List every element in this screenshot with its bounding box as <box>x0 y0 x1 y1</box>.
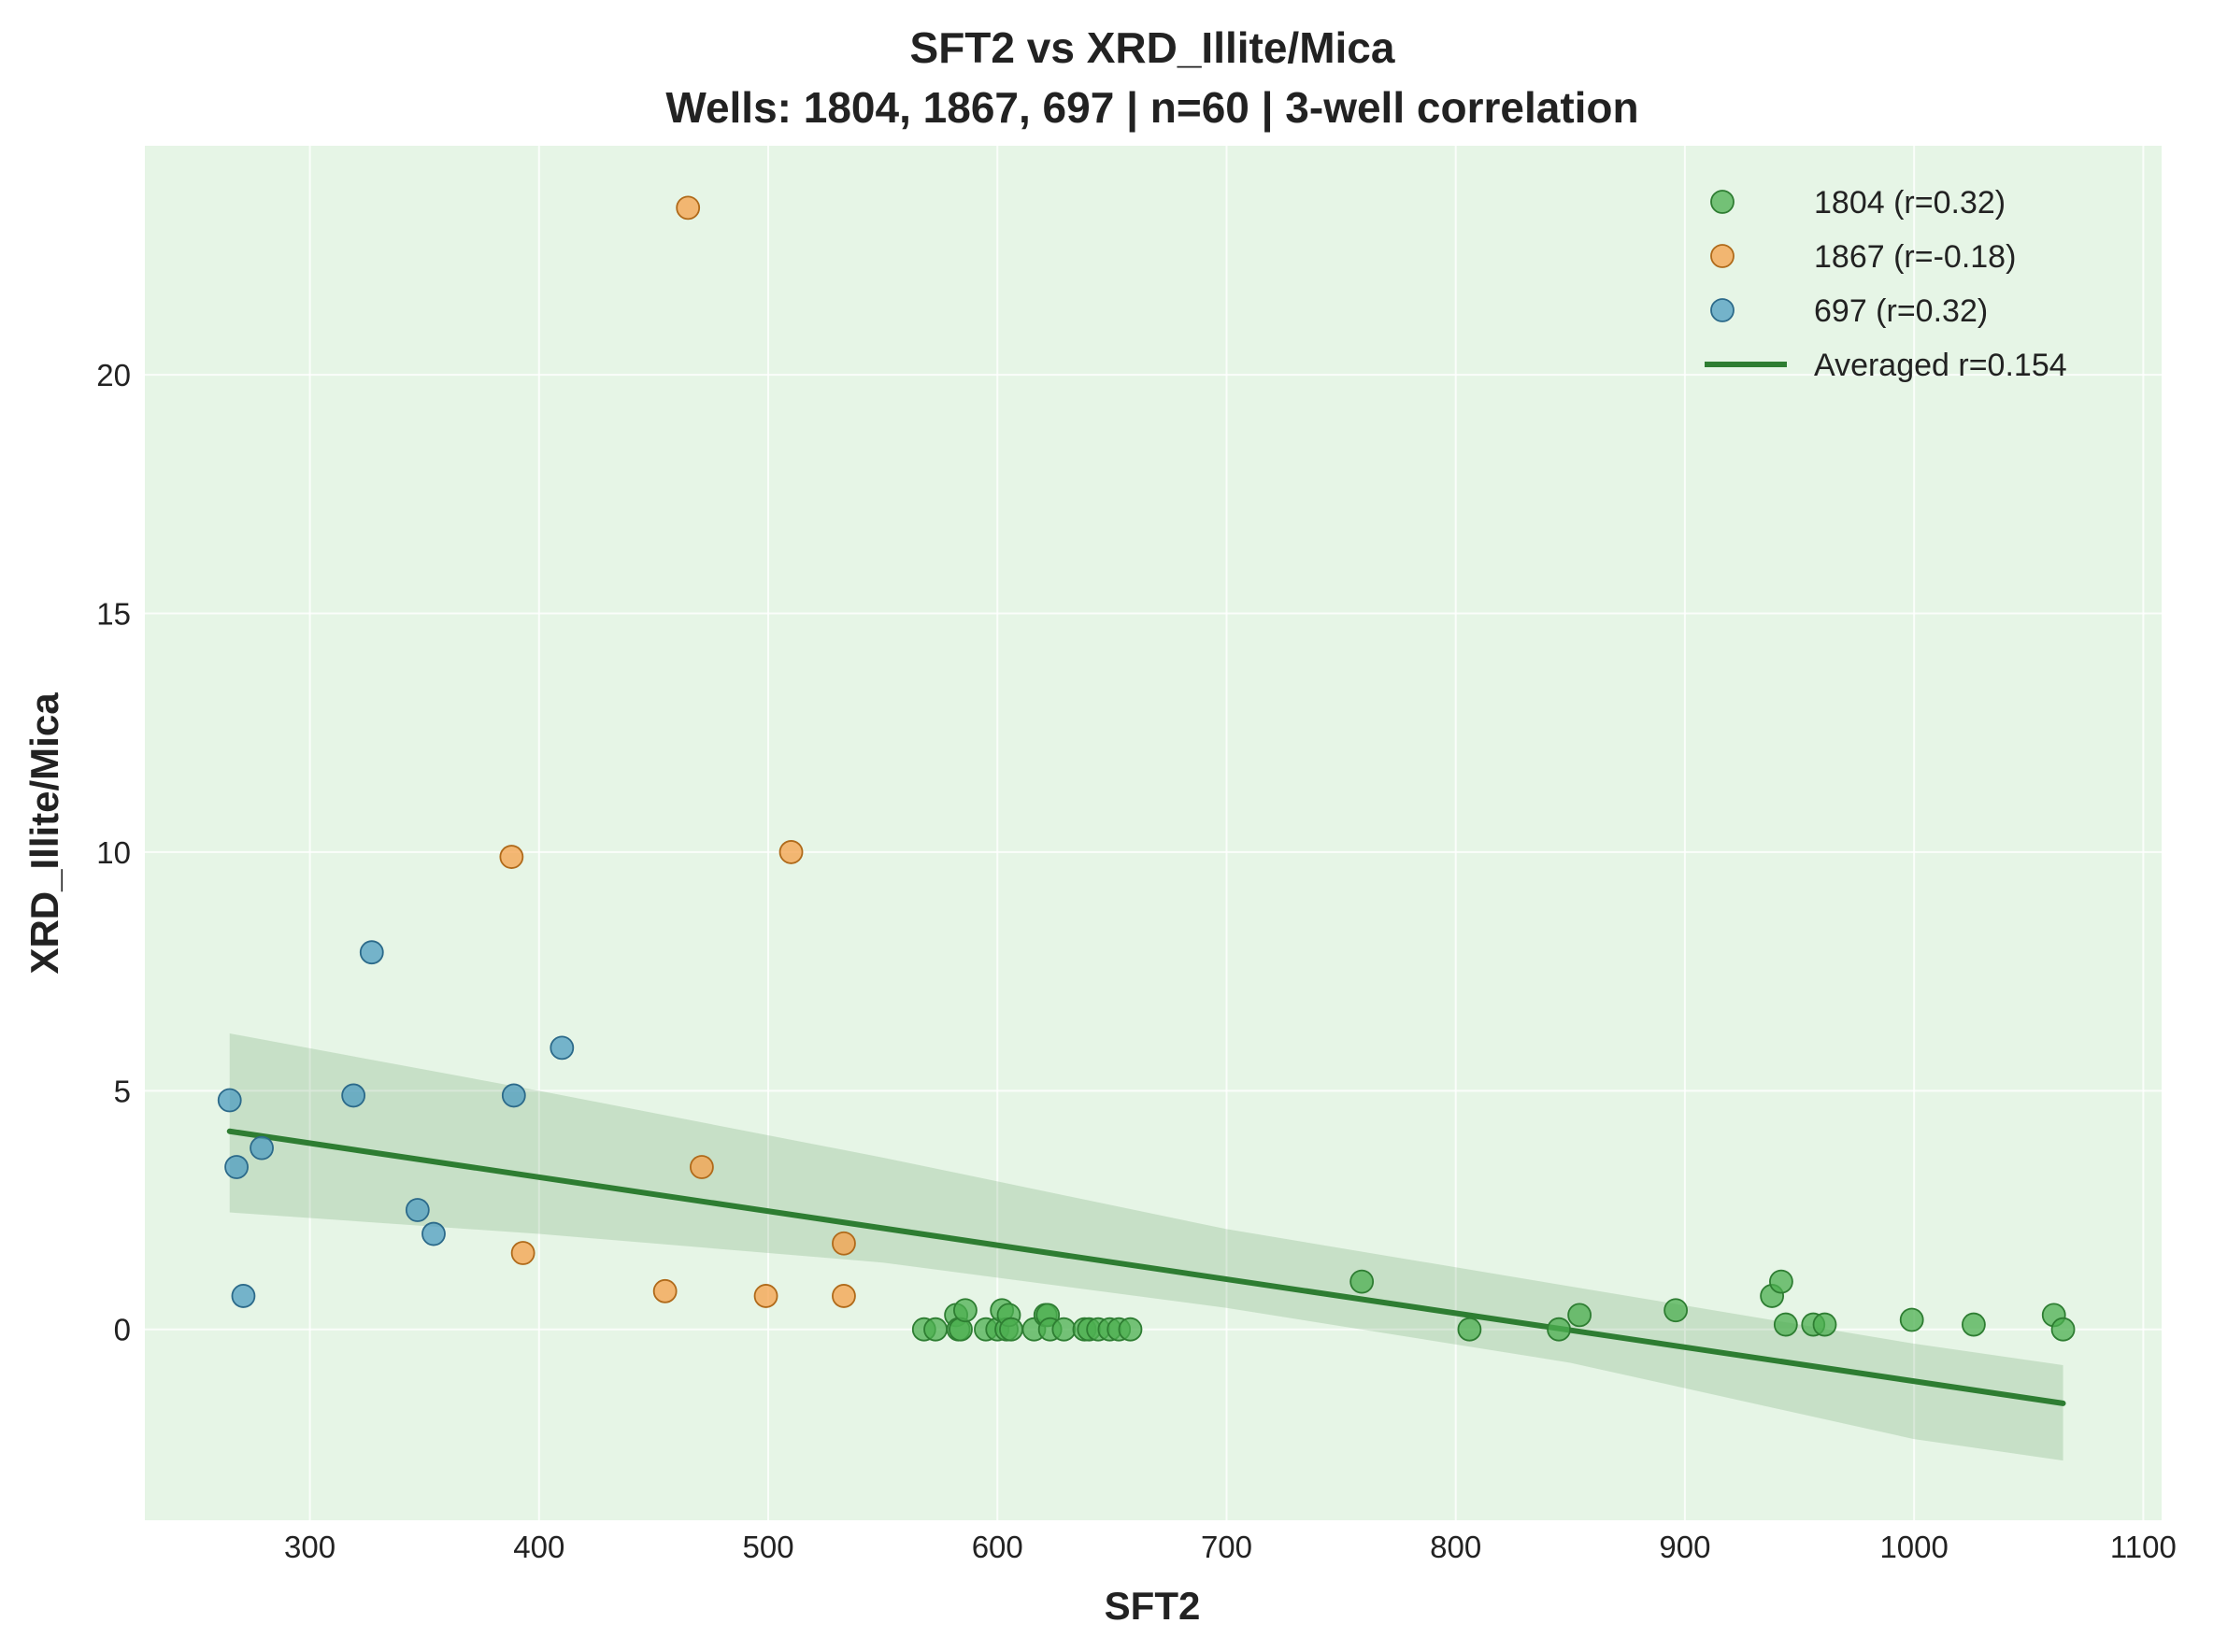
series-3-points <box>217 940 575 1308</box>
data-point <box>224 1155 249 1179</box>
legend-label: 1867 (r=-0.18) <box>1814 239 2016 275</box>
x-tick-label: 800 <box>1430 1530 1481 1564</box>
data-point <box>405 1198 430 1222</box>
data-point <box>510 1241 535 1265</box>
data-point <box>690 1155 714 1179</box>
y-tick-label: 5 <box>114 1074 131 1108</box>
legend-label: Averaged r=0.154 <box>1814 348 2067 383</box>
data-point <box>832 1231 856 1256</box>
data-point <box>501 1083 526 1108</box>
x-tick-label: 300 <box>284 1530 336 1564</box>
data-point <box>1547 1317 1571 1342</box>
data-point <box>1962 1312 1986 1337</box>
x-tick-label: 900 <box>1659 1530 1710 1564</box>
data-point <box>341 1083 366 1108</box>
data-point <box>832 1284 856 1308</box>
y-tick-label: 0 <box>114 1313 131 1347</box>
data-point <box>550 1035 575 1061</box>
legend-label: 697 (r=0.32) <box>1814 293 1988 329</box>
data-point <box>1118 1317 1143 1342</box>
x-axis-ticks: 300 400 500 600 700 800 900 1000 1100 <box>284 1530 2177 1564</box>
y-axis-label: XRD_Illite/Mica <box>22 692 66 975</box>
x-tick-label: 600 <box>972 1530 1023 1564</box>
y-tick-label: 10 <box>96 835 131 870</box>
data-point <box>652 1278 678 1303</box>
legend-label: 1804 (r=0.32) <box>1814 185 2006 221</box>
confidence-band <box>229 1033 2063 1461</box>
data-point <box>1769 1269 1793 1294</box>
y-tick-label: 20 <box>96 358 131 392</box>
data-point <box>1773 1312 1798 1337</box>
chart-title: SFT2 vs XRD_Illite/Mica <box>910 23 1395 72</box>
data-point <box>2050 1317 2076 1342</box>
data-point <box>499 845 524 869</box>
data-point <box>753 1284 778 1308</box>
data-point <box>1663 1298 1689 1323</box>
data-point <box>421 1221 446 1246</box>
x-tick-label: 400 <box>513 1530 564 1564</box>
regression-line <box>226 1128 2066 1406</box>
data-point <box>250 1135 274 1161</box>
data-point <box>676 195 701 221</box>
data-point <box>1349 1269 1375 1294</box>
fit-line-layer <box>226 1128 2066 1406</box>
series-2-points <box>499 195 856 1308</box>
series-1-points <box>911 1269 2076 1342</box>
x-tick-label: 1100 <box>2110 1530 2177 1564</box>
data-point <box>923 1317 948 1342</box>
legend: 1804 (r=0.32) 1867 (r=-0.18) 697 (r=0.32) A… <box>1705 185 2067 383</box>
data-point <box>1899 1307 1924 1332</box>
data-point <box>999 1317 1023 1342</box>
y-tick-label: 15 <box>96 597 131 632</box>
data-point <box>1457 1317 1482 1342</box>
data-point <box>778 840 804 864</box>
x-tick-label: 1000 <box>1879 1530 1948 1564</box>
legend-marker <box>1710 244 1735 268</box>
x-tick-label: 700 <box>1201 1530 1252 1564</box>
data-point <box>359 940 384 965</box>
x-axis-label: SFT2 <box>1105 1584 1201 1628</box>
y-axis-ticks: 0 5 10 15 20 <box>96 358 131 1347</box>
confidence-band-layer <box>229 1033 2063 1461</box>
legend-marker <box>1710 298 1735 322</box>
data-point <box>1567 1303 1592 1328</box>
data-point <box>1051 1317 1077 1342</box>
chart-subtitle: Wells: 1804, 1867, 697 | n=60 | 3-well c… <box>665 83 1638 132</box>
legend-marker <box>1710 190 1735 214</box>
data-point <box>953 1298 978 1323</box>
x-tick-label: 500 <box>742 1530 793 1564</box>
data-point <box>217 1088 242 1113</box>
data-point <box>231 1284 256 1308</box>
data-point <box>1812 1312 1837 1337</box>
data-points-layer <box>217 195 2076 1342</box>
